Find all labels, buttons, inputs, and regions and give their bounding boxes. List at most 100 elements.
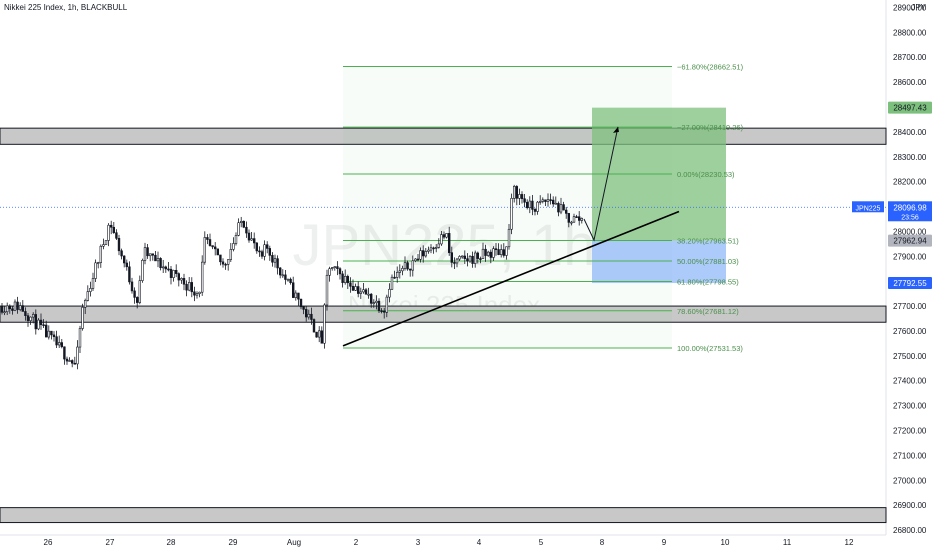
candle-body: [221, 261, 225, 265]
candle-body: [81, 307, 84, 329]
candle-body: [437, 243, 440, 248]
candle-body: [182, 278, 186, 285]
candle-body: [286, 278, 290, 281]
y-tick-label: 26800.00: [893, 526, 927, 535]
candle-body: [214, 246, 217, 250]
candle-body: [395, 272, 399, 278]
fib-level-label: 100.00%(27531.53): [677, 344, 743, 353]
candle-body: [562, 204, 565, 211]
candle-body: [486, 251, 490, 256]
candle-body: [195, 293, 199, 296]
y-tick-label: 27900.00: [893, 252, 927, 261]
candle-body: [115, 232, 118, 239]
candle-body: [484, 248, 487, 256]
candle-body: [471, 255, 474, 264]
candle-body: [380, 310, 383, 313]
candle-body: [401, 268, 404, 272]
candle-body: [372, 302, 375, 304]
candle-body: [494, 248, 498, 251]
candle-body: [86, 291, 90, 301]
candle-body: [232, 243, 235, 250]
candle-body: [271, 255, 274, 263]
candle-body: [110, 224, 113, 228]
watermark-symbol: JPN225, 1h: [292, 213, 595, 278]
candle-body: [575, 216, 578, 218]
candle-body: [307, 313, 310, 318]
candle-body: [138, 280, 141, 303]
candle-body: [193, 291, 196, 296]
candle-body: [492, 248, 495, 258]
candle-body: [177, 273, 180, 281]
candle-body: [91, 278, 95, 289]
fib-level-label: 38.20%(27963.51): [677, 236, 739, 245]
candle-body: [159, 258, 162, 269]
candle-body: [570, 221, 573, 224]
candle-body: [71, 360, 74, 364]
candle-body: [343, 276, 347, 283]
candle-body: [128, 266, 131, 283]
entry-price-label: 27962.94: [893, 237, 927, 246]
y-tick-label: 27500.00: [893, 352, 927, 361]
candle-body: [133, 290, 136, 298]
candle-body: [442, 234, 446, 238]
x-tick-label: 2: [354, 538, 359, 547]
candle-body: [520, 194, 524, 200]
candle-body: [447, 233, 451, 253]
candle-body: [185, 283, 188, 291]
candle-body: [294, 292, 297, 298]
y-tick-label: 26900.00: [893, 501, 927, 510]
candle-body: [63, 346, 66, 360]
candle-body: [167, 268, 170, 271]
candle-body: [525, 201, 529, 209]
candle-body: [427, 249, 430, 252]
candle-body: [55, 336, 58, 346]
candle-body: [149, 253, 152, 257]
candle-body: [104, 240, 108, 245]
candle-body: [416, 258, 420, 261]
candle-body: [89, 288, 92, 292]
candle-body: [39, 319, 43, 326]
candle-body: [247, 232, 251, 241]
candle-body: [268, 248, 271, 256]
candle-body: [304, 309, 308, 318]
y-tick-label: 28300.00: [893, 153, 927, 162]
fib-level-label: −27.00%(28419.26): [677, 123, 744, 132]
candle-body: [284, 274, 287, 280]
candle-body: [219, 254, 222, 263]
sr-zone: [0, 507, 887, 524]
fib-level-label: 61.80%(27798.55): [677, 278, 739, 287]
candle-body: [541, 199, 545, 202]
candle-body: [333, 266, 336, 268]
candle-body: [162, 266, 165, 269]
y-tick-label: 27000.00: [893, 476, 927, 485]
x-tick-label: 11: [783, 538, 792, 547]
candle-body: [16, 301, 19, 310]
candle-body: [273, 258, 277, 263]
candle-body: [341, 273, 344, 283]
candle-body: [460, 255, 464, 258]
candle-body: [24, 311, 27, 316]
candle-body: [336, 266, 339, 269]
candle-body: [359, 291, 362, 294]
candle-body: [515, 186, 519, 199]
candle-body: [310, 313, 313, 320]
candle-body: [580, 218, 584, 221]
candle-body: [577, 216, 581, 221]
candle-body: [164, 266, 167, 270]
candle-body: [117, 238, 121, 252]
candle-body: [328, 268, 331, 276]
candle-body: [18, 305, 22, 310]
candle-body: [463, 255, 466, 259]
candle-body: [281, 274, 284, 277]
candle-body: [8, 305, 11, 310]
candle-body: [76, 346, 79, 365]
candle-body: [510, 197, 513, 230]
candle-body: [260, 251, 264, 257]
fib-level-label: 0.00%(28230.53): [677, 170, 735, 179]
candle-body: [37, 319, 40, 330]
candle-body: [388, 288, 391, 298]
trendline: [342, 210, 680, 347]
candle-body: [276, 258, 279, 269]
candle-body: [453, 262, 456, 264]
